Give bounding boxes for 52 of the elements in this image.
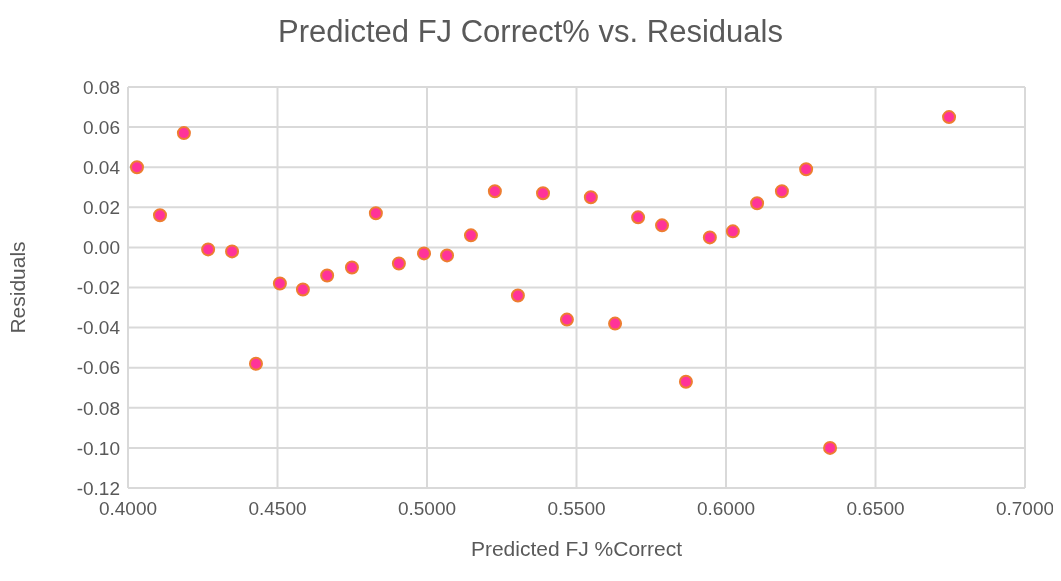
point <box>774 184 789 199</box>
point <box>942 110 957 125</box>
point <box>631 210 646 225</box>
x-tick-label: 0.5500 <box>547 498 606 520</box>
point <box>655 218 670 233</box>
point <box>510 288 525 303</box>
point <box>823 440 838 455</box>
point <box>201 242 216 257</box>
chart-title: Predicted FJ Correct% vs. Residuals <box>277 13 784 51</box>
x-axis-title: Predicted FJ %Correct <box>470 537 683 560</box>
y-tick-label: -0.08 <box>76 397 120 419</box>
y-tick-label: 0.08 <box>83 76 120 98</box>
point <box>799 162 814 177</box>
x-tick-label: 0.7000 <box>995 498 1055 520</box>
y-tick-label: 0.06 <box>83 116 120 138</box>
x-tick-label: 0.6000 <box>696 498 756 520</box>
point <box>608 316 623 331</box>
point <box>391 256 406 271</box>
point <box>368 206 383 221</box>
x-tick-label: 0.6500 <box>846 498 905 520</box>
y-tick-label: -0.04 <box>76 317 121 339</box>
point <box>152 208 167 223</box>
y-tick-label: 0.02 <box>83 197 120 219</box>
point <box>702 230 717 245</box>
point <box>463 228 478 243</box>
point <box>176 126 191 141</box>
point <box>559 312 574 327</box>
point <box>725 224 740 239</box>
point <box>320 268 335 283</box>
y-tick-label: -0.12 <box>76 477 120 499</box>
y-tick-label: -0.10 <box>76 437 120 459</box>
y-tick-label: -0.06 <box>76 357 120 379</box>
y-axis-title: Residuals <box>6 241 30 334</box>
x-tick-label: 0.4500 <box>248 498 307 520</box>
y-tick-label: -0.02 <box>76 277 120 299</box>
y-tick-label: 0.00 <box>83 237 120 259</box>
x-tick-label: 0.5000 <box>397 498 457 520</box>
point <box>295 282 310 297</box>
point <box>272 276 287 291</box>
point <box>225 244 240 259</box>
point <box>129 160 144 175</box>
point <box>440 248 455 263</box>
point <box>248 356 263 371</box>
x-tick-label: 0.4000 <box>98 498 158 520</box>
point <box>750 196 765 211</box>
point <box>344 260 359 275</box>
point <box>536 186 551 201</box>
point <box>583 190 598 205</box>
point <box>487 184 502 199</box>
y-tick-label: 0.04 <box>83 156 121 178</box>
point <box>678 374 693 389</box>
point <box>417 246 432 261</box>
